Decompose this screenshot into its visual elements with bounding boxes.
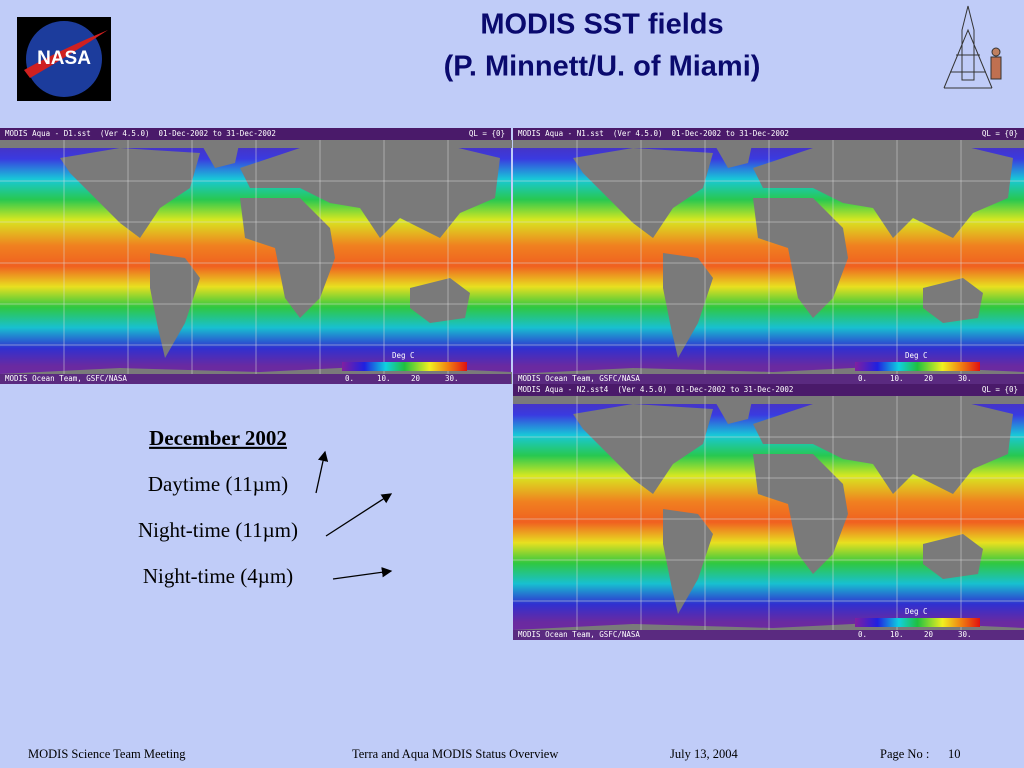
footer-overview: Terra and Aqua MODIS Status Overview	[352, 747, 558, 761]
colorbar-label: 20	[411, 374, 421, 383]
arrow	[325, 493, 393, 537]
arrow	[315, 450, 329, 494]
footer-page-number: 10	[948, 747, 961, 761]
sst-map: MODIS Aqua - D1.sst (Ver 4.5.0) 01-Dec-2…	[0, 128, 512, 384]
colorbar-label: 0.	[858, 374, 867, 383]
map-header: MODIS Aqua - D1.sst (Ver 4.5.0) 01-Dec-2…	[5, 129, 276, 138]
footer-meeting: MODIS Science Team Meeting	[28, 747, 186, 761]
logo-swoosh	[24, 30, 108, 78]
colorbar-title: Deg C	[905, 351, 928, 360]
colorbar-label: 30.	[958, 374, 972, 383]
colorbar-label: 30.	[445, 374, 459, 383]
logo-circle	[26, 21, 102, 97]
map-footer-bar	[513, 630, 1024, 640]
map-header-bar	[0, 128, 511, 140]
map-header: MODIS Aqua - N2.sst4 (Ver 4.5.0) 01-Dec-…	[518, 385, 793, 394]
colorbar-title: Deg C	[905, 607, 928, 616]
map-ql: QL = {0}	[982, 129, 1018, 138]
colorbar-label: 10.	[890, 374, 904, 383]
map-header-bar	[513, 128, 1024, 140]
map-footer-bar	[0, 374, 511, 384]
title-line1: MODIS SST fields	[480, 9, 723, 41]
sst-map: MODIS Aqua - N1.sst (Ver 4.5.0) 01-Dec-2…	[513, 128, 1024, 384]
rocket-icon	[943, 5, 1002, 89]
map-ql: QL = {0}	[982, 385, 1018, 394]
map-header-bar	[513, 384, 1024, 396]
colorbar-label: 10.	[377, 374, 391, 383]
arrow	[332, 567, 393, 580]
colorbar	[855, 362, 980, 371]
footer-page-label: Page No :	[880, 747, 929, 761]
caption-line: Daytime (11µm)	[148, 472, 288, 496]
map-footer: MODIS Ocean Team, GSFC/NASA	[518, 630, 640, 639]
title-line2: (P. Minnett/U. of Miami)	[444, 51, 761, 83]
colorbar-title: Deg C	[392, 351, 415, 360]
maps: MODIS Aqua - D1.sst (Ver 4.5.0) 01-Dec-2…	[0, 128, 1024, 640]
colorbar-label: 30.	[958, 630, 972, 639]
colorbar	[855, 618, 980, 627]
colorbar-label: 10.	[890, 630, 904, 639]
footer-date: July 13, 2004	[670, 747, 738, 761]
map-footer: MODIS Ocean Team, GSFC/NASA	[518, 374, 640, 383]
caption-line: Night-time (11µm)	[138, 518, 298, 542]
logo-text: NASA	[37, 48, 91, 69]
caption-heading: December 2002	[149, 426, 287, 450]
colorbar-label: 0.	[858, 630, 867, 639]
colorbar-label: 0.	[345, 374, 354, 383]
colorbar-label: 20	[924, 630, 934, 639]
sst-map: MODIS Aqua - N2.sst4 (Ver 4.5.0) 01-Dec-…	[513, 384, 1024, 640]
caption-line: Night-time (4µm)	[143, 564, 293, 588]
map-header: MODIS Aqua - N1.sst (Ver 4.5.0) 01-Dec-2…	[518, 129, 789, 138]
colorbar	[342, 362, 467, 371]
map-footer: MODIS Ocean Team, GSFC/NASA	[5, 374, 127, 383]
map-footer-bar	[513, 374, 1024, 384]
colorbar-label: 20	[924, 374, 934, 383]
map-ql: QL = {0}	[469, 129, 505, 138]
